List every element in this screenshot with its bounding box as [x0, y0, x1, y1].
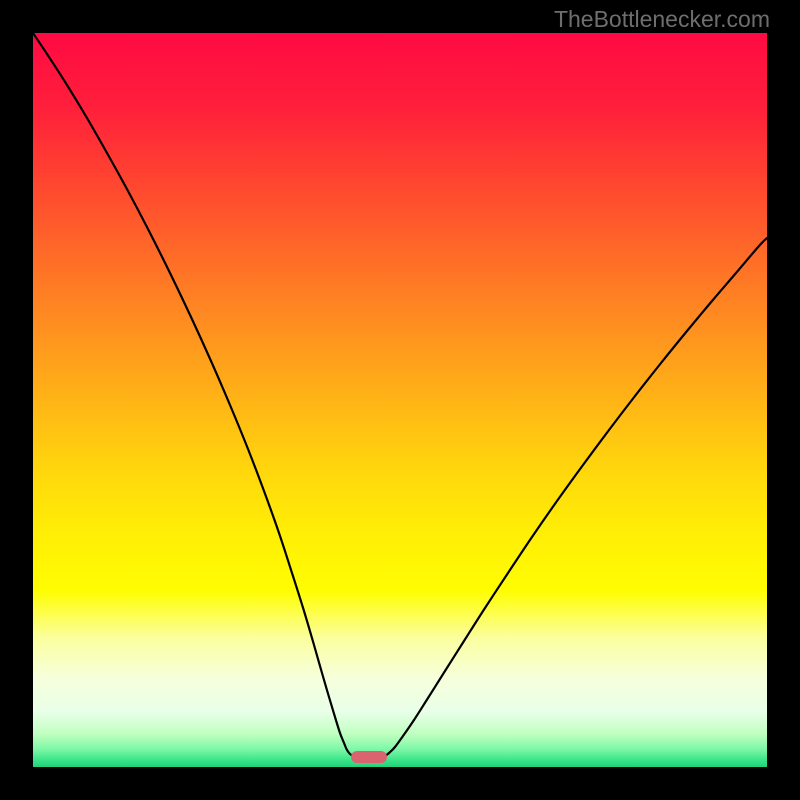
- plot-svg: [33, 33, 767, 767]
- apex-marker: [351, 751, 387, 763]
- watermark-text: TheBottlenecker.com: [554, 6, 770, 33]
- gradient-background: [33, 33, 767, 767]
- chart-frame: TheBottlenecker.com: [0, 0, 800, 800]
- plot-area: [33, 33, 767, 767]
